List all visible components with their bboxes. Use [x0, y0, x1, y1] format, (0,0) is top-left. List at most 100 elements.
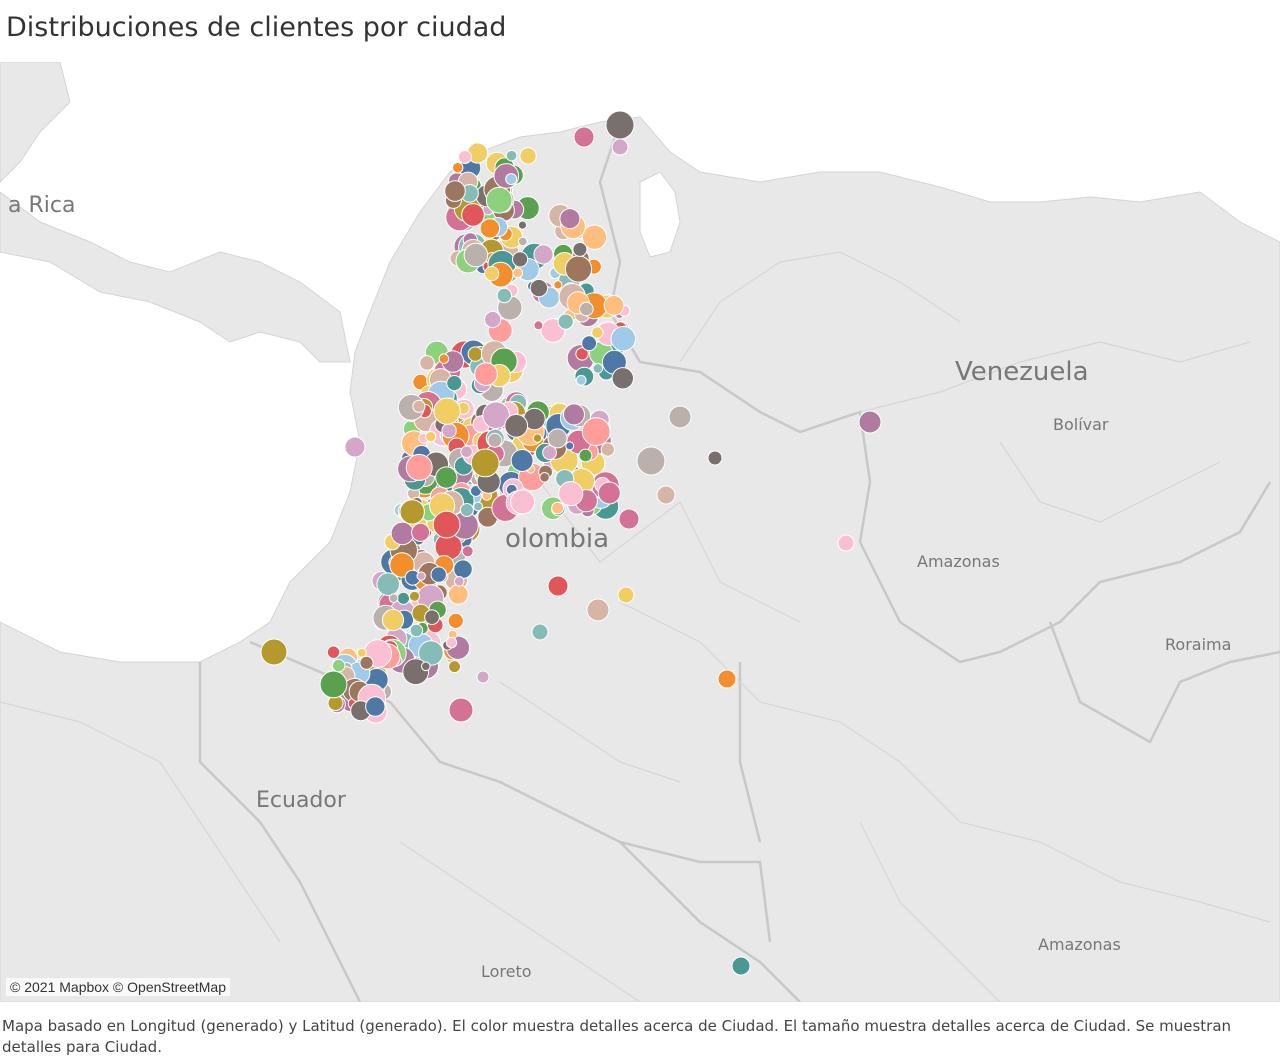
city-point[interactable]	[496, 287, 512, 304]
city-point[interactable]	[473, 501, 484, 512]
city-point[interactable]	[610, 325, 637, 352]
city-point[interactable]	[592, 363, 604, 374]
city-point[interactable]	[731, 956, 751, 976]
city-point[interactable]	[563, 403, 585, 426]
map-view[interactable]: a Rica Venezuela Bolívar Amazonas Roraim…	[0, 62, 1280, 1002]
city-point[interactable]	[611, 138, 629, 156]
city-point[interactable]	[547, 428, 568, 449]
city-point[interactable]	[717, 669, 737, 689]
city-point[interactable]	[529, 278, 549, 298]
city-point[interactable]	[432, 510, 461, 539]
city-point[interactable]	[531, 623, 549, 641]
city-point[interactable]	[416, 571, 426, 581]
city-point[interactable]	[399, 499, 425, 525]
city-point[interactable]	[586, 598, 610, 622]
city-point[interactable]	[446, 375, 463, 392]
city-point[interactable]	[505, 173, 518, 186]
city-point[interactable]	[459, 503, 474, 517]
city-point[interactable]	[573, 126, 595, 148]
city-point[interactable]	[707, 450, 723, 466]
city-point[interactable]	[636, 446, 666, 476]
city-point[interactable]	[409, 623, 424, 638]
city-point[interactable]	[474, 362, 498, 387]
city-point[interactable]	[565, 441, 575, 451]
city-point[interactable]	[365, 696, 386, 717]
city-point[interactable]	[591, 326, 604, 339]
city-point[interactable]	[600, 442, 615, 457]
city-point[interactable]	[421, 661, 431, 672]
city-point[interactable]	[519, 147, 537, 165]
city-point[interactable]	[463, 242, 489, 268]
city-point[interactable]	[412, 399, 426, 413]
city-point[interactable]	[326, 645, 341, 659]
city-point[interactable]	[485, 186, 513, 214]
city-point[interactable]	[344, 436, 366, 458]
city-point[interactable]	[564, 255, 593, 283]
map-canvas[interactable]: a Rica Venezuela Bolívar Amazonas Roraim…	[0, 62, 1280, 1002]
city-point[interactable]	[441, 423, 457, 439]
city-point[interactable]	[837, 534, 855, 552]
city-point[interactable]	[575, 347, 589, 361]
city-point[interactable]	[572, 241, 588, 257]
city-point[interactable]	[447, 612, 464, 630]
city-point[interactable]	[433, 397, 461, 425]
city-point[interactable]	[381, 608, 405, 632]
city-point[interactable]	[448, 697, 474, 723]
city-point[interactable]	[482, 401, 510, 430]
city-point[interactable]	[444, 180, 466, 202]
city-point[interactable]	[453, 559, 473, 580]
city-point[interactable]	[411, 522, 431, 542]
city-point[interactable]	[603, 295, 625, 316]
city-point[interactable]	[505, 149, 518, 162]
city-point[interactable]	[668, 405, 692, 429]
city-point[interactable]	[390, 521, 415, 546]
city-point[interactable]	[510, 449, 534, 472]
city-point[interactable]	[504, 413, 529, 438]
city-point[interactable]	[578, 448, 593, 463]
city-point[interactable]	[405, 453, 433, 481]
city-point[interactable]	[389, 552, 415, 578]
city-point[interactable]	[457, 150, 472, 164]
city-point[interactable]	[517, 220, 528, 230]
city-point[interactable]	[512, 251, 529, 268]
city-point[interactable]	[418, 640, 444, 666]
city-points[interactable]	[260, 110, 882, 976]
city-point[interactable]	[435, 466, 458, 489]
city-point[interactable]	[467, 346, 483, 362]
city-point[interactable]	[448, 660, 461, 674]
city-point[interactable]	[484, 266, 500, 282]
city-point[interactable]	[447, 584, 469, 605]
city-point[interactable]	[419, 355, 435, 371]
city-point[interactable]	[533, 320, 544, 331]
city-point[interactable]	[479, 218, 501, 239]
city-point[interactable]	[618, 508, 640, 530]
city-point[interactable]	[532, 433, 543, 443]
city-point[interactable]	[542, 445, 557, 461]
city-point[interactable]	[332, 658, 346, 673]
city-point[interactable]	[356, 647, 367, 658]
city-point[interactable]	[579, 301, 594, 317]
city-point[interactable]	[510, 489, 536, 515]
city-point[interactable]	[408, 590, 421, 602]
city-point[interactable]	[476, 670, 490, 684]
city-point[interactable]	[559, 208, 581, 230]
city-point[interactable]	[359, 655, 374, 670]
city-point[interactable]	[424, 609, 440, 626]
city-point[interactable]	[484, 310, 502, 329]
city-point[interactable]	[575, 374, 587, 386]
city-point[interactable]	[581, 335, 597, 352]
city-point[interactable]	[547, 575, 569, 597]
city-point[interactable]	[611, 367, 634, 390]
city-point[interactable]	[581, 417, 611, 447]
city-point[interactable]	[858, 410, 882, 434]
city-point[interactable]	[445, 636, 458, 649]
city-point[interactable]	[512, 267, 524, 279]
city-point[interactable]	[487, 432, 503, 448]
city-point[interactable]	[460, 445, 473, 459]
city-point[interactable]	[376, 572, 401, 597]
map-attribution[interactable]: © 2021 Mapbox © OpenStreetMap	[6, 978, 230, 996]
city-point[interactable]	[656, 485, 676, 505]
city-point[interactable]	[551, 501, 564, 515]
city-point[interactable]	[438, 353, 450, 365]
city-point[interactable]	[388, 593, 399, 604]
